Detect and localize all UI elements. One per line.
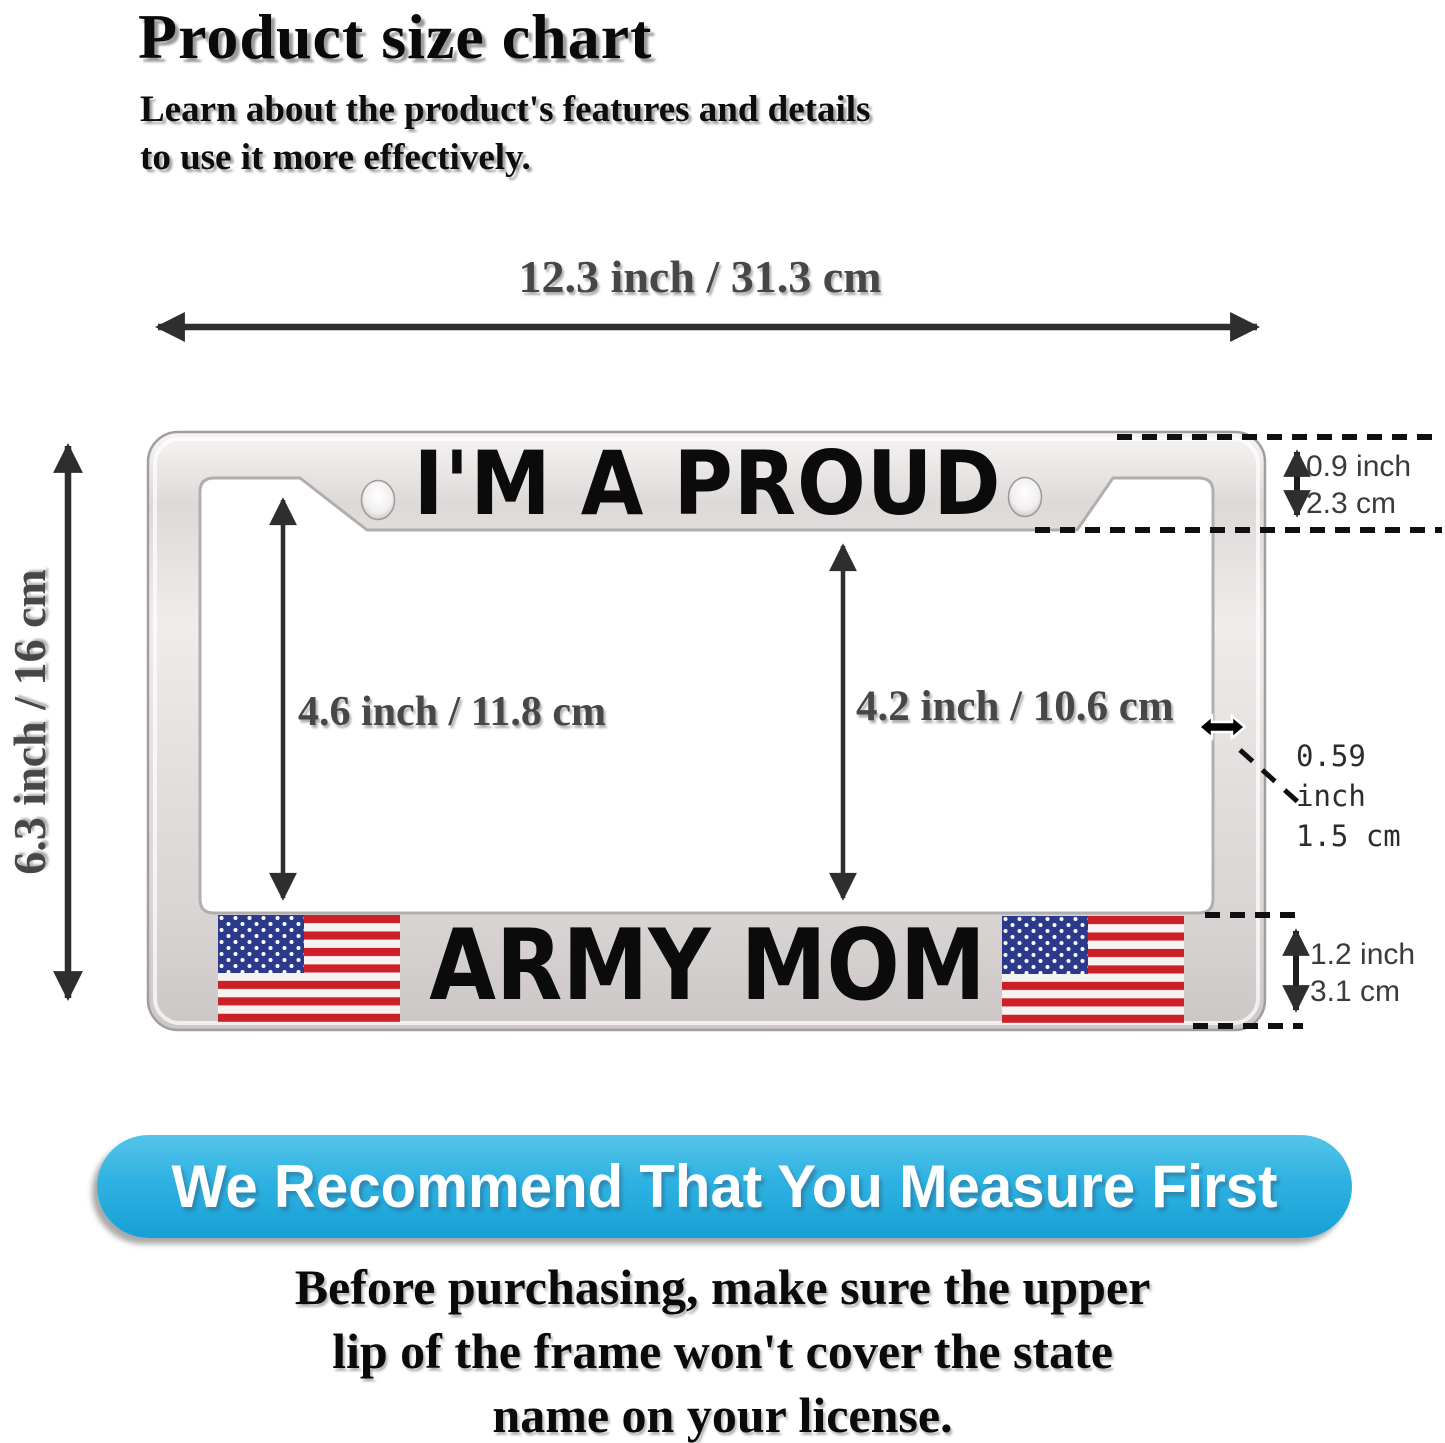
screw-hole-right: [1007, 476, 1043, 518]
inner-height-right-label: 4.2 inch / 10.6 cm: [856, 683, 1174, 730]
page-title: Product size chart: [138, 1, 653, 72]
footer-line-1: Before purchasing, make sure the upper: [294, 1259, 1151, 1315]
side-rail-inch: 0.59 inch: [1296, 739, 1366, 813]
frame-opening: [198, 476, 1215, 915]
footer-line-3: name on your license.: [492, 1387, 953, 1443]
recommendation-banner-text: We Recommend That You Measure First: [171, 1153, 1278, 1220]
screw-hole-left: [360, 479, 396, 521]
license-plate-frame: [146, 430, 1267, 1032]
side-rail-cm: 1.5 cm: [1296, 819, 1401, 853]
bottom-lip-inch: 1.2 inch: [1310, 938, 1416, 971]
inner-height-left-label: 4.6 inch / 11.8 cm: [298, 689, 607, 735]
page-subtitle: Learn about the product's features and d…: [140, 86, 870, 182]
top-lip-cm: 2.3 cm: [1306, 487, 1397, 520]
side-rail-annotation: [1197, 713, 1300, 804]
us-flag-left: [218, 915, 400, 1022]
footer-note: Before purchasing, make sure the upper l…: [0, 1255, 1445, 1443]
bottom-lip-annotation-lines: [1193, 912, 1310, 1029]
frame-top-text: I'M A PROUD: [413, 432, 1002, 535]
side-rail-label: 0.59 inch 1.5 cm: [1296, 736, 1445, 856]
recommendation-banner: We Recommend That You Measure First: [97, 1135, 1352, 1238]
bottom-lip-label: 1.2 inch 3.1 cm: [1310, 936, 1415, 1010]
overall-width-label: 12.3 inch / 31.3 cm: [518, 251, 882, 302]
bottom-lip-cm: 3.1 cm: [1310, 975, 1401, 1008]
overall-height-label: 6.3 inch / 16 cm: [4, 569, 55, 875]
subtitle-line-2: to use it more effectively.: [140, 137, 531, 178]
frame-bottom-text: ARMY MOM: [429, 909, 986, 1023]
subtitle-line-1: Learn about the product's features and d…: [140, 89, 871, 130]
us-flag-right: [1002, 916, 1184, 1023]
top-lip-label: 0.9 inch 2.3 cm: [1306, 448, 1411, 522]
top-lip-annotation-lines: [1035, 434, 1442, 533]
top-lip-inch: 0.9 inch: [1306, 450, 1412, 483]
footer-line-2: lip of the frame won't cover the state: [332, 1323, 1113, 1379]
